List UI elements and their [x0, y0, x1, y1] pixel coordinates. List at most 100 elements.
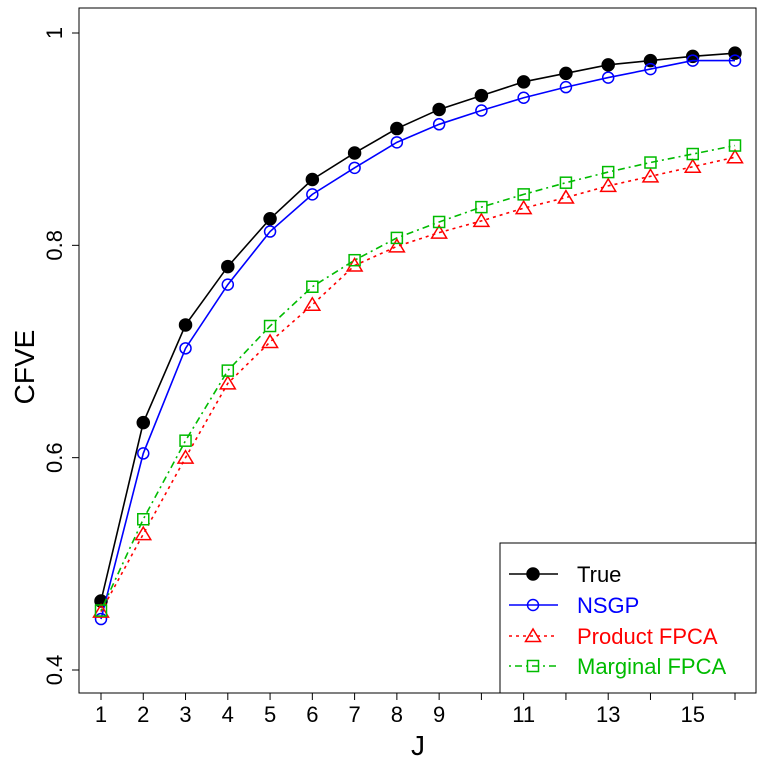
data-point [517, 188, 530, 201]
x-tick-label: 7 [348, 702, 360, 727]
legend-marker [524, 627, 542, 643]
legend-marker [526, 598, 540, 612]
series-line [100, 59, 735, 620]
data-point [683, 158, 702, 174]
series-line [100, 156, 736, 612]
x-tick-label: 8 [391, 702, 403, 727]
series-marginal-fpca [94, 139, 742, 617]
legend-item: True [509, 562, 621, 587]
data-point [221, 259, 235, 274]
x-tick-label: 5 [264, 702, 276, 727]
data-point [516, 75, 531, 89]
y-tick-label: 0.8 [42, 230, 67, 261]
data-point [390, 136, 404, 149]
data-point [94, 612, 108, 626]
data-point [178, 318, 193, 332]
data-point [432, 118, 446, 131]
data-point [514, 199, 533, 215]
y-axis: 0.4 0.6 0.8 1 [42, 27, 80, 686]
series-nsgp [94, 54, 742, 626]
data-point [559, 66, 573, 81]
legend-item: NSGP [509, 593, 639, 618]
data-point [472, 212, 491, 228]
data-point [305, 172, 320, 187]
series-layer [92, 46, 744, 626]
data-point [601, 165, 615, 179]
data-point [644, 62, 657, 76]
data-point [475, 104, 488, 117]
data-point [134, 525, 153, 541]
data-point [306, 280, 319, 293]
series-line [100, 52, 736, 602]
data-point [94, 604, 108, 617]
data-point [557, 189, 575, 204]
data-point [559, 80, 573, 94]
data-point [263, 319, 277, 333]
data-point [136, 415, 151, 430]
y-tick-label: 1 [42, 27, 67, 39]
data-point [641, 167, 660, 183]
x-tick-label: 4 [222, 702, 234, 727]
data-point [728, 139, 742, 152]
x-tick-label: 6 [306, 702, 318, 727]
data-point [92, 603, 110, 618]
data-point [599, 177, 618, 193]
data-point [390, 121, 404, 136]
data-point [347, 146, 362, 160]
data-point [474, 88, 489, 103]
data-point [726, 148, 744, 164]
data-point [432, 102, 446, 117]
data-point [263, 225, 277, 238]
x-tick-label: 9 [433, 702, 445, 727]
x-tick-label: 1 [95, 702, 107, 727]
data-point [348, 253, 361, 267]
data-point [390, 231, 404, 245]
data-point [601, 71, 615, 84]
data-point [388, 237, 406, 253]
y-tick-label: 0.4 [42, 655, 67, 686]
legend-box [499, 542, 757, 694]
data-point [559, 176, 573, 189]
x-tick-label: 11 [512, 702, 535, 727]
data-point [685, 49, 700, 64]
x-axis-label: J [411, 730, 425, 761]
data-point [137, 447, 150, 460]
x-axis: 1 2 3 4 5 6 7 8 9 11 13 15 [95, 692, 736, 727]
data-point [728, 54, 742, 67]
series-true [94, 46, 742, 608]
data-point [475, 200, 488, 214]
x-tick-label: 13 [596, 702, 620, 727]
data-point [306, 188, 319, 201]
data-point [218, 374, 237, 390]
x-tick-label: 15 [680, 702, 704, 727]
data-point [430, 224, 448, 239]
y-axis-label: CFVE [9, 330, 40, 405]
data-point [179, 434, 192, 447]
data-point [179, 342, 192, 355]
series-line [100, 144, 736, 611]
data-point [643, 53, 658, 68]
data-point [221, 278, 235, 291]
y-tick-label: 0.6 [42, 442, 67, 473]
x-tick-label: 2 [137, 702, 149, 727]
legend-label: NSGP [577, 593, 639, 618]
data-point [686, 147, 699, 161]
legend-marker [526, 659, 540, 673]
legend-label: True [577, 562, 621, 587]
legend-label: Product FPCA [577, 624, 718, 649]
legend-label: Marginal FPCA [577, 654, 726, 679]
series-product-fpca [92, 148, 744, 618]
data-point [517, 91, 530, 105]
data-point [686, 54, 699, 67]
legend: True NSGP Product FPCA Marginal FPCA [499, 542, 757, 694]
legend-item: Marginal FPCA [509, 654, 726, 679]
data-point [303, 296, 322, 312]
data-point [348, 161, 361, 175]
legend-marker [526, 567, 540, 581]
x-tick-label: 3 [179, 702, 191, 727]
data-point [261, 333, 279, 349]
data-point [432, 215, 446, 229]
data-point [221, 364, 235, 377]
legend-item: Product FPCA [509, 624, 718, 649]
data-point [263, 212, 277, 226]
